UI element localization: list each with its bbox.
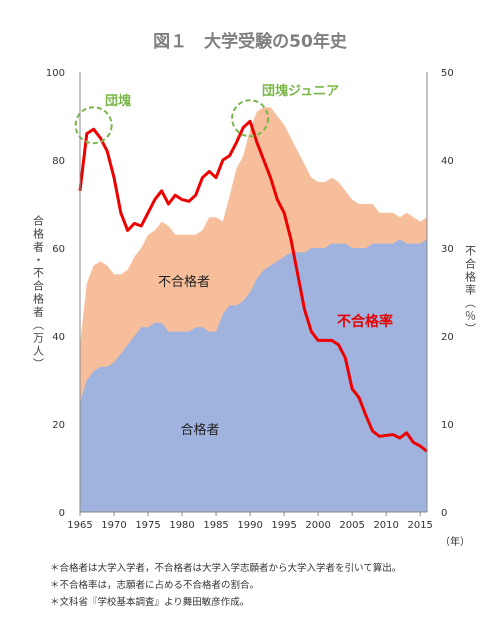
y-right-tick-label: 20 <box>441 332 454 343</box>
footnote: ＊文科省『学校基本調査』より舞田敏彦作成。 <box>50 597 250 608</box>
y-left-tick-label: 0 <box>59 508 65 519</box>
inline-label-goukaku: 合格者 <box>180 422 219 438</box>
x-tick-label: 1975 <box>135 520 160 531</box>
y-left-tick-label: 40 <box>52 332 65 343</box>
x-tick-label: 2010 <box>373 520 398 531</box>
y-right-tick-label: 50 <box>441 68 454 79</box>
y-right-tick-label: 30 <box>441 244 454 255</box>
annotation-circle-dankai-junior <box>231 99 270 138</box>
y-right-label: 不合格率（％） <box>464 245 477 336</box>
y-right-tick-label: 10 <box>441 420 454 431</box>
x-tick-label: 2015 <box>407 520 432 531</box>
x-tick-label: 2000 <box>305 520 330 531</box>
footnote: ＊不合格率は，志願者に占める不合格者の割合。 <box>50 580 260 591</box>
series-line-rate <box>78 119 428 453</box>
y-left-tick-label: 80 <box>52 156 65 167</box>
x-unit-label: （年） <box>440 535 470 548</box>
x-tick-label: 1985 <box>203 520 228 531</box>
annotation-label-dankai: 団塊 <box>105 93 131 109</box>
x-tick-label: 1965 <box>67 520 92 531</box>
series-area-goukaku <box>80 239 427 512</box>
y-left-tick-label: 100 <box>46 68 65 79</box>
x-tick-label: 1995 <box>271 520 296 531</box>
footnote: ＊合格者は大学入学者，不合格者は大学入学志願者から大学入学者を引いて算出。 <box>50 563 402 574</box>
y-right-tick-label: 0 <box>441 508 447 519</box>
y-left-tick-label: 20 <box>52 420 65 431</box>
y-left-tick-label: 60 <box>52 244 65 255</box>
x-tick-label: 2005 <box>339 520 364 531</box>
x-tick-label: 1990 <box>237 520 262 531</box>
annotation-label-dankai-junior: 団塊ジュニア <box>262 83 339 99</box>
annotation-circle-dankai <box>74 106 113 145</box>
inline-label-fugoukaku: 不合格者 <box>158 274 210 290</box>
x-tick-label: 1980 <box>169 520 194 531</box>
x-tick-label: 1970 <box>101 520 126 531</box>
y-right-tick-label: 40 <box>441 156 454 167</box>
y-left-label: 合格者・不合格者（万人） <box>32 214 45 371</box>
axes: 0 20 40 60 80 100 0 10 20 30 40 50 1965 1970 1975 1980 1… <box>46 68 454 531</box>
inline-label-rate: 不合格率 <box>337 313 393 330</box>
footnotes: ＊合格者は大学入学者，不合格者は大学入学志願者から大学入学者を引いて算出。 ＊不… <box>50 560 401 611</box>
chart-title: 図１ 大学受験の50年史 <box>153 31 348 52</box>
